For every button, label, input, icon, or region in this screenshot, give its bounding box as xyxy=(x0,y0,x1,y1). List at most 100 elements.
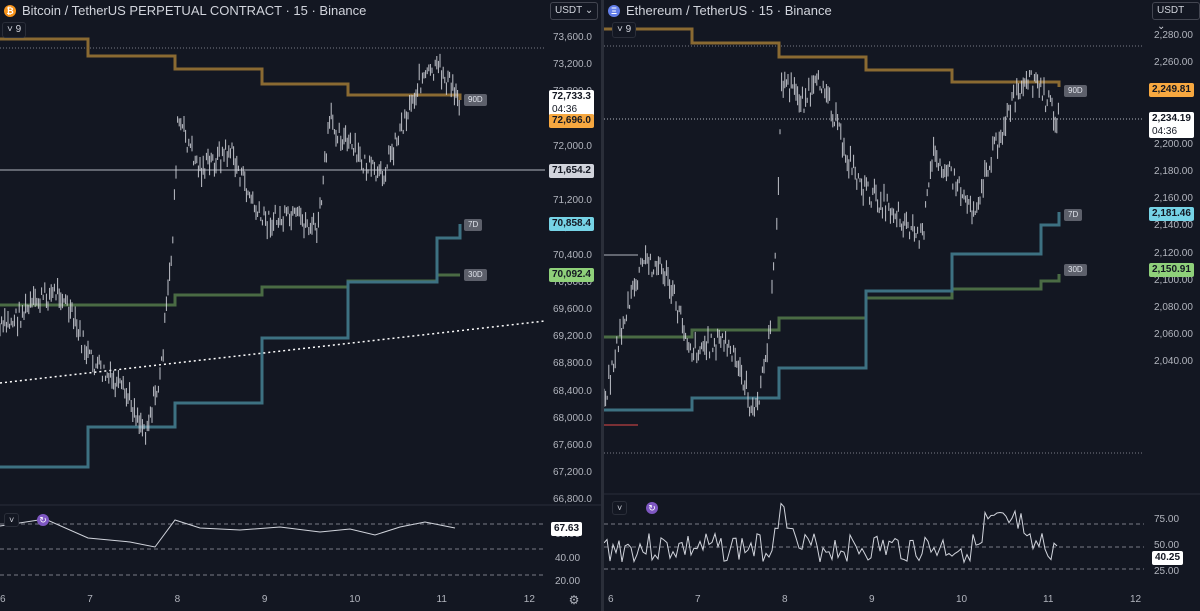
time-tick-label: 9 xyxy=(869,594,875,605)
eth-current-price-badge: 2,234.19 04:36 xyxy=(1149,112,1194,138)
eth-collapse-label: 9 xyxy=(625,24,632,35)
eth-collapse-button[interactable]: ˅ 9 xyxy=(612,22,637,38)
btc-90d-line xyxy=(0,37,462,100)
sync-icon[interactable]: ↻ xyxy=(37,514,49,526)
price-tick-label: 2,180.00 xyxy=(1154,166,1193,177)
price-tick-label: 2,280.00 xyxy=(1154,30,1193,41)
btc-currency-select[interactable]: USDT ⌄ xyxy=(550,2,599,20)
btc-90d-tag: 90D xyxy=(464,94,487,106)
btc-7d-tag: 7D xyxy=(464,219,483,231)
price-tick-label: 2,160.00 xyxy=(1154,193,1193,205)
eth-countdown: 04:36 xyxy=(1152,126,1178,137)
bitcoin-icon: ₿ xyxy=(4,4,16,17)
eth-30d-line xyxy=(604,274,1061,339)
time-tick-label: 11 xyxy=(436,594,447,605)
eth-90d-badge: 2,249.81 xyxy=(1149,83,1194,97)
price-tick-label: 68,400.0 xyxy=(553,385,592,397)
price-tick-label: 25.00 xyxy=(1154,566,1180,577)
gear-icon[interactable]: ⚙ xyxy=(568,593,580,607)
price-tick-label: 68,800.0 xyxy=(553,358,592,370)
price-tick-label: 66,800.0 xyxy=(553,494,592,506)
price-tick-label: 2,100.00 xyxy=(1154,274,1193,286)
price-tick-label: 50.00 xyxy=(1154,540,1180,551)
time-tick-label: 12 xyxy=(1130,594,1142,605)
price-tick-label: 69,200.0 xyxy=(553,331,592,343)
btc-collapse-button[interactable]: ˅ 9 xyxy=(2,22,27,38)
eth-90d-tag: 90D xyxy=(1064,85,1087,97)
eth-chart-title: Ξ Ethereum / TetherUS · 15 · Binance xyxy=(608,3,832,18)
price-tick-label: 40.00 xyxy=(555,552,581,564)
btc-trendline xyxy=(0,320,546,384)
eth-7d-line xyxy=(604,212,1061,412)
time-tick-label: 12 xyxy=(523,594,535,605)
price-tick-label: 72,000.0 xyxy=(553,140,592,152)
price-tick-label: 2,120.00 xyxy=(1154,247,1193,259)
sync-icon[interactable]: ↻ xyxy=(646,502,658,514)
btc-title-text: Bitcoin / TetherUS PERPETUAL CONTRACT · … xyxy=(22,3,367,18)
panel-divider[interactable] xyxy=(601,0,604,611)
chevron-down-icon: ⌄ xyxy=(584,5,594,16)
btc-90d-badge: 72,696.0 xyxy=(549,114,594,128)
eth-7d-badge: 2,181.46 xyxy=(1149,207,1194,221)
btc-collapse-label: 9 xyxy=(15,24,22,35)
eth-title-text: Ethereum / TetherUS · 15 · Binance xyxy=(626,3,832,18)
eth-7d-tag: 7D xyxy=(1064,209,1083,221)
btc-osc-line xyxy=(0,518,456,548)
price-tick-label: 2,140.00 xyxy=(1154,220,1193,232)
price-tick-label: 2,040.00 xyxy=(1154,356,1193,368)
price-tick-label: 75.00 xyxy=(1154,514,1180,525)
time-tick-label: 7 xyxy=(87,594,93,605)
time-tick-label: 11 xyxy=(1043,594,1054,605)
price-tick-label: 20.00 xyxy=(555,576,581,587)
price-tick-label: 2,080.00 xyxy=(1154,302,1193,313)
price-tick-label: 69,600.0 xyxy=(553,304,592,315)
left-chart-panel[interactable]: ₿ Bitcoin / TetherUS PERPETUAL CONTRACT … xyxy=(0,0,601,611)
eth-candles xyxy=(604,70,1059,417)
price-tick-label: 2,060.00 xyxy=(1154,329,1193,341)
eth-30d-tag: 30D xyxy=(1064,264,1087,276)
eth-osc-line xyxy=(604,502,1058,565)
btc-30d-tag: 30D xyxy=(464,269,487,281)
time-tick-label: 8 xyxy=(782,594,788,605)
price-tick-label: 73,600.0 xyxy=(553,32,592,43)
btc-30d-badge: 70,092.4 xyxy=(549,268,594,282)
right-chart-panel[interactable]: Ξ Ethereum / TetherUS · 15 · Binance ˅ 9… xyxy=(604,0,1200,611)
eth-osc-collapse-button[interactable]: ˅ xyxy=(612,501,628,515)
time-tick-label: 9 xyxy=(261,594,268,605)
btc-price-chart[interactable] xyxy=(0,0,601,611)
btc-7d-line xyxy=(0,224,462,469)
price-tick-label: 2,260.00 xyxy=(1154,57,1193,69)
btc-7d-badge: 70,858.4 xyxy=(549,217,594,231)
price-tick-label: 2,200.00 xyxy=(1154,138,1193,150)
price-tick-label: 67,600.0 xyxy=(553,440,592,451)
price-tick-label: 73,200.0 xyxy=(553,59,592,71)
eth-currency-label: USDT xyxy=(1157,5,1185,16)
time-tick-label: 7 xyxy=(695,594,701,605)
btc-countdown: 04:36 xyxy=(552,104,578,115)
time-tick-label: 10 xyxy=(349,594,361,605)
price-tick-label: 67,200.0 xyxy=(553,467,592,479)
btc-chart-title: ₿ Bitcoin / TetherUS PERPETUAL CONTRACT … xyxy=(4,3,366,18)
eth-30d-badge: 2,150.91 xyxy=(1149,263,1194,277)
btc-currency-label: USDT xyxy=(555,5,583,16)
btc-current-price-badge: 72,733.3 04:36 xyxy=(549,90,594,116)
btc-candles xyxy=(0,53,460,445)
ethereum-icon: Ξ xyxy=(608,4,620,17)
time-tick-label: 10 xyxy=(956,594,968,605)
time-tick-label: 8 xyxy=(174,594,181,605)
eth-90d-line xyxy=(604,27,1061,87)
btc-current-price: 72,733.3 xyxy=(552,91,591,102)
price-tick-label: 70,400.0 xyxy=(553,249,592,261)
time-tick-label: 6 xyxy=(0,594,6,605)
btc-30d-line xyxy=(0,273,460,307)
price-tick-label: 70,000.0 xyxy=(553,276,592,288)
eth-current-price: 2,234.19 xyxy=(1152,113,1191,124)
price-tick-label: 68,000.0 xyxy=(553,412,592,424)
btc-osc-collapse-button[interactable]: ˅ xyxy=(4,513,20,527)
chevron-down-icon: ⌄ xyxy=(1157,21,1166,32)
price-tick-label: 71,200.0 xyxy=(553,195,592,207)
eth-osc-value-badge: 40.25 xyxy=(1152,551,1184,565)
eth-currency-select[interactable]: USDT ⌄ xyxy=(1152,2,1200,32)
eth-price-chart[interactable] xyxy=(604,0,1200,611)
btc-line-badge: 71,654.2 xyxy=(549,164,594,178)
